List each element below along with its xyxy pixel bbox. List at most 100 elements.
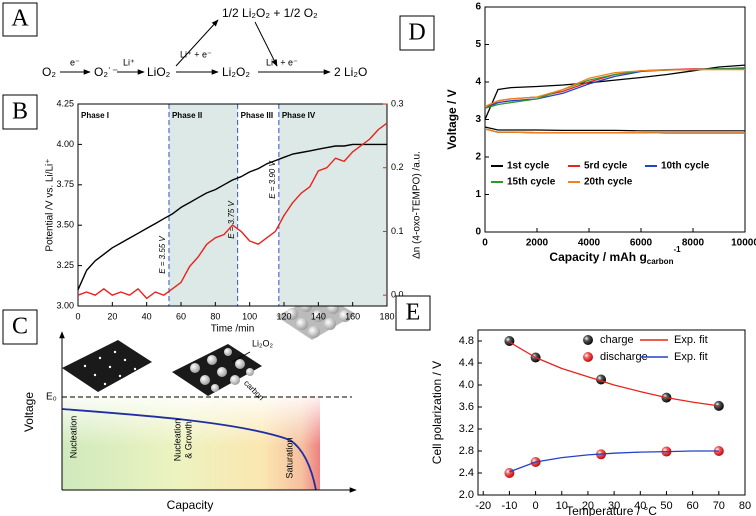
x-tick-label: 120 <box>276 311 291 321</box>
y-tick-label: 4.0 <box>459 379 474 391</box>
panel-letter: C <box>12 314 28 340</box>
legend-label: Exp. fit <box>674 334 708 346</box>
boundary-annotation: E = 3.90 V <box>268 161 277 199</box>
panel-letter: D <box>408 20 425 46</box>
legend-label: Exp. fit <box>674 351 708 363</box>
species: Li⁺ + e⁻ <box>180 49 212 59</box>
boundary-annotation: E = 3.55 V <box>158 236 167 274</box>
y-tick-label: 5 <box>475 39 481 50</box>
phase-shade <box>278 104 387 306</box>
x-tick-label: 160 <box>345 311 360 321</box>
panel-letter: A <box>11 6 29 32</box>
y-tick-label: 6 <box>475 2 481 13</box>
species: 1/2 Li₂O₂ + 1/2 O₂ <box>222 6 318 20</box>
panel-letter-box <box>395 295 431 331</box>
legend-label: 10th cycle <box>661 161 710 172</box>
panel-letter-box <box>2 309 38 345</box>
y2-tick-label: 0.0 <box>391 290 404 300</box>
y-tick-label: 3.6 <box>459 401 474 413</box>
plot-frame <box>484 6 746 233</box>
x-tick-label: 0 <box>533 500 539 512</box>
x-axis-title: Capacity / mAh gcarbon -1 <box>549 245 681 266</box>
y-tick-label: 4.00 <box>56 139 74 149</box>
y-tick-label: 0 <box>475 227 481 238</box>
phase-label: Phase II <box>172 111 202 120</box>
y-axis-title: Voltage <box>22 392 36 432</box>
y-tick-label: 3 <box>475 114 481 125</box>
fit-curve <box>509 450 719 473</box>
panel-letter-box <box>399 15 435 51</box>
y2-tick-label: 0.3 <box>391 98 404 108</box>
data-point <box>713 446 724 456</box>
x-tick-label: 10 <box>556 500 568 512</box>
pointer <box>231 351 251 363</box>
arrow <box>254 21 278 67</box>
x-axis-title: Capacity <box>167 498 214 512</box>
substrate-image <box>62 340 152 392</box>
x-tick-label: 50 <box>660 500 672 512</box>
y-axis-title: Potential /V vs. Li/Li⁺ <box>45 158 56 251</box>
x-tick-label: 40 <box>142 311 152 321</box>
discharge-curve <box>484 128 745 134</box>
x-axis-title: Temperature / °C <box>566 504 657 516</box>
species: LiO₂ <box>147 65 171 79</box>
fit-curve <box>509 341 719 407</box>
x-axis-title-sup: -1 <box>673 245 681 254</box>
x-tick-label: 70 <box>713 500 725 512</box>
discharge-curve <box>484 126 745 132</box>
species: O₂ <box>42 65 56 79</box>
legend-swatch <box>583 335 593 345</box>
species: Li⁺ + e⁻ <box>266 57 298 67</box>
y-tick-label: 3.25 <box>56 260 74 270</box>
x-tick-label: -10 <box>501 500 517 512</box>
x-tick-label: 80 <box>210 311 220 321</box>
x-tick-label: 4000 <box>578 238 601 249</box>
data-point <box>713 400 724 411</box>
x-axis-title: Time /min <box>211 324 255 335</box>
legend-label: 15th cycle <box>507 177 556 188</box>
x-tick-label: 60 <box>176 311 186 321</box>
stage-label: Nucleation <box>172 419 182 462</box>
legend-label: discharge <box>600 351 648 363</box>
data-line <box>484 68 745 107</box>
y2-tick-label: 0.2 <box>391 162 404 172</box>
x-tick-label: 140 <box>311 311 326 321</box>
x-axis-title-main: Capacity / mAh g <box>549 250 646 264</box>
species: O₂˙⁻ <box>94 65 118 79</box>
data-line <box>77 143 387 291</box>
data-line <box>77 122 388 300</box>
legend-label: 1st cycle <box>507 161 550 172</box>
y-tick-label: 3.50 <box>56 220 74 230</box>
panel-letter-box <box>2 2 38 37</box>
x-tick-label: 6000 <box>630 238 653 249</box>
boundary-annotation: E = 3.75 V <box>227 201 236 239</box>
x-tick-label: 0 <box>75 311 80 321</box>
species: 2 Li₂O <box>334 65 367 79</box>
particles <box>190 348 254 392</box>
species: Li₂O₂ <box>222 65 250 79</box>
y-axis-title: Cell polarization / V <box>430 361 444 464</box>
phase-label: Phase IV <box>282 111 316 120</box>
y-tick-label: 2.0 <box>459 489 474 501</box>
x-tick-label: 40 <box>634 500 646 512</box>
x-tick-label: 0 <box>482 238 488 249</box>
x-tick-label: 20 <box>107 311 117 321</box>
y2-axis-title: Δn (4-oxo-TEMPO) /a.u. <box>412 151 423 259</box>
data-line <box>484 68 745 109</box>
legend-swatch <box>583 352 593 362</box>
x-tick-label: 80 <box>739 500 751 512</box>
x-tick-label: 60 <box>687 500 699 512</box>
y-tick-label: 4.25 <box>56 98 74 108</box>
data-point <box>504 468 515 478</box>
y-tick-label: 3.75 <box>56 179 74 189</box>
phase-shade <box>168 104 238 306</box>
x-axis-title-sub: carbon <box>647 257 674 266</box>
y-axis-title: Voltage / V <box>445 89 459 149</box>
arrow <box>175 19 219 67</box>
x-tick-label: 2000 <box>526 238 549 249</box>
y-tick-label: 4 <box>475 77 481 88</box>
phase-label: Phase I <box>81 111 109 120</box>
panel-a: A O₂ e⁻ O₂˙⁻ Li⁺ LiO₂ 1/2 Li₂O₂ + 1/2 O₂… <box>2 2 367 79</box>
